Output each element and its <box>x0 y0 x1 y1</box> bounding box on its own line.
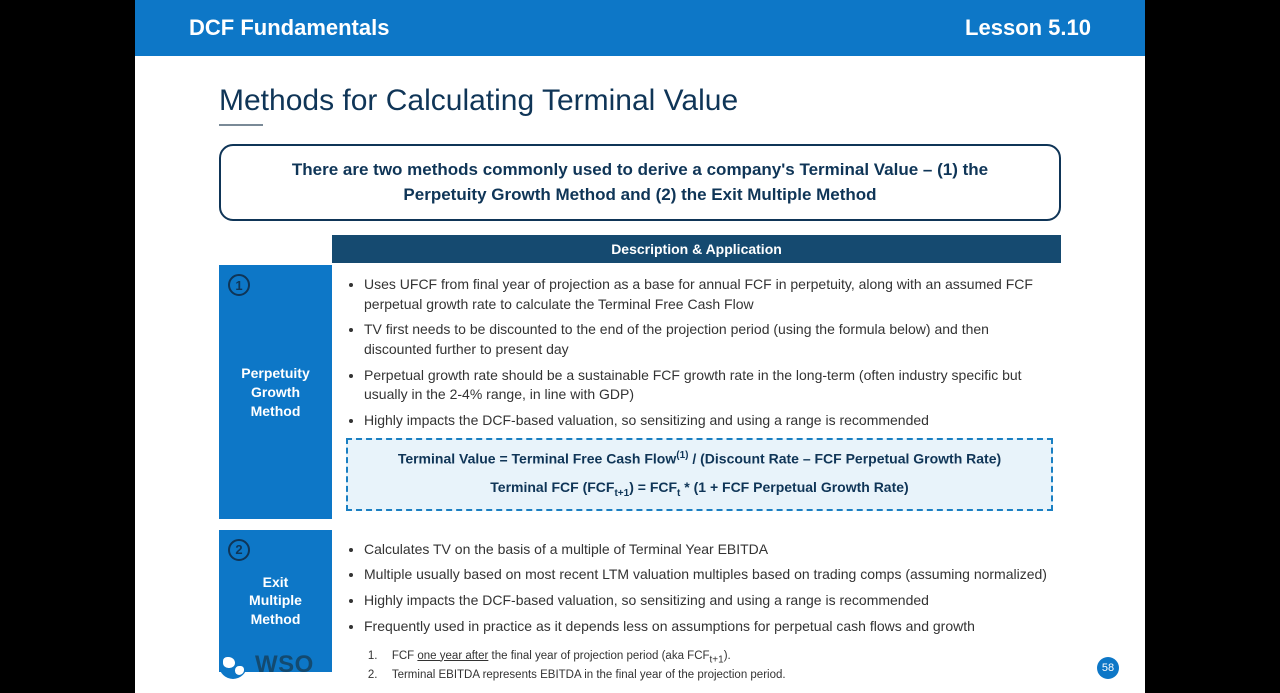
lesson-number: Lesson 5.10 <box>965 15 1091 41</box>
title-rule <box>219 124 263 126</box>
list-item: Calculates TV on the basis of a multiple… <box>364 540 1053 560</box>
top-bar: DCF Fundamentals Lesson 5.10 <box>135 0 1145 56</box>
list-item: TV first needs to be discounted to the e… <box>364 320 1053 359</box>
footer: WSO 1. FCF one year after the final year… <box>135 648 1145 683</box>
formula-line-1: Terminal Value = Terminal Free Cash Flow… <box>360 450 1039 467</box>
page-title: Methods for Calculating Terminal Value <box>219 84 1061 118</box>
list-item: Highly impacts the DCF-based valuation, … <box>364 591 1053 611</box>
footnote-underline: one year after <box>417 650 488 662</box>
footnote-segment: FCF <box>392 650 418 662</box>
footnote-number: 2. <box>368 667 382 683</box>
formula-text: Terminal Value = Terminal Free Cash Flow <box>398 451 676 467</box>
course-title: DCF Fundamentals <box>189 15 389 41</box>
list-item: Highly impacts the DCF-based valuation, … <box>364 411 1053 431</box>
list-item: Perpetual growth rate should be a sustai… <box>364 366 1053 405</box>
table-header-cell: Description & Application <box>332 235 1061 263</box>
page-number-badge: 58 <box>1097 657 1119 679</box>
globe-icon <box>219 651 247 679</box>
method-label-line: Method <box>251 402 301 421</box>
table-header-row: Description & Application <box>219 235 1061 263</box>
list-item: Multiple usually based on most recent LT… <box>364 565 1053 585</box>
method-label-perpetuity: 1 Perpetuity Growth Method <box>219 265 332 519</box>
bullet-list: Calculates TV on the basis of a multiple… <box>346 540 1053 636</box>
formula-box: Terminal Value = Terminal Free Cash Flow… <box>346 438 1053 510</box>
footnote-text: FCF one year after the final year of pro… <box>392 648 731 667</box>
formula-superscript: (1) <box>676 450 688 461</box>
formula-text: * (1 + FCF Perpetual Growth Rate) <box>680 479 908 495</box>
footnotes: 1. FCF one year after the final year of … <box>368 648 786 683</box>
wso-logo: WSO <box>219 651 314 679</box>
formula-line-2: Terminal FCF (FCFt+1) = FCFt * (1 + FCF … <box>360 479 1039 499</box>
footnote-1: 1. FCF one year after the final year of … <box>368 648 786 667</box>
footnote-number: 1. <box>368 648 382 667</box>
logo-text: WSO <box>255 651 314 679</box>
method-label-line: Exit <box>263 573 289 592</box>
method-label-line: Method <box>251 610 301 629</box>
bullet-list: Uses UFCF from final year of projection … <box>346 275 1053 430</box>
formula-text: ) = FCF <box>629 479 677 495</box>
methods-table: Description & Application 1 Perpetuity G… <box>219 235 1061 672</box>
footnote-segment: ). <box>724 650 731 662</box>
footnote-segment: the final year of projection period (aka… <box>488 650 709 662</box>
list-item: Frequently used in practice as it depend… <box>364 617 1053 637</box>
method-body: Uses UFCF from final year of projection … <box>332 265 1061 519</box>
formula-text: Terminal FCF (FCF <box>490 479 614 495</box>
method-number-badge: 1 <box>228 274 250 296</box>
table-header-spacer <box>219 235 332 263</box>
method-label-line: Perpetuity <box>241 364 309 383</box>
method-number-badge: 2 <box>228 539 250 561</box>
method-label-line: Growth <box>251 383 300 402</box>
table-row: 1 Perpetuity Growth Method Uses UFCF fro… <box>219 265 1061 519</box>
method-label-line: Multiple <box>249 591 302 610</box>
formula-subscript: t+1 <box>614 488 629 499</box>
footnote-subscript: t+1 <box>710 654 724 665</box>
intro-box: There are two methods commonly used to d… <box>219 144 1061 221</box>
footnote-text: Terminal EBITDA represents EBITDA in the… <box>392 667 786 683</box>
formula-text: / (Discount Rate – FCF Perpetual Growth … <box>688 451 1001 467</box>
content-area: Methods for Calculating Terminal Value T… <box>135 56 1145 672</box>
footnote-2: 2. Terminal EBITDA represents EBITDA in … <box>368 667 786 683</box>
list-item: Uses UFCF from final year of projection … <box>364 275 1053 314</box>
slide: DCF Fundamentals Lesson 5.10 Methods for… <box>135 0 1145 693</box>
row-spacer <box>219 519 1061 528</box>
